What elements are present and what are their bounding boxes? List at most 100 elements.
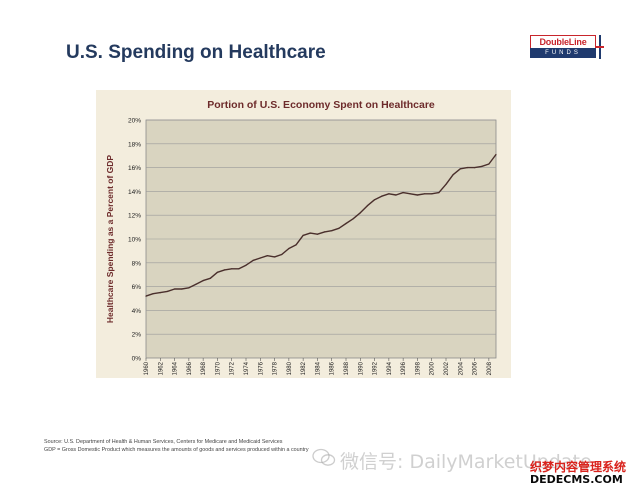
data-point [238, 268, 240, 270]
x-tick-label: 2006 [473, 361, 479, 375]
data-point [259, 257, 261, 259]
data-point [445, 183, 447, 185]
data-point [266, 255, 268, 257]
data-point [431, 193, 433, 195]
logo-wordmark: DoubleLine [530, 35, 596, 49]
x-tick-label: 1986 [330, 361, 336, 375]
chart-title: Portion of U.S. Economy Spent on Healthc… [207, 99, 435, 111]
y-tick-label: 10% [128, 237, 141, 244]
data-point [281, 253, 283, 256]
y-tick-label: 20% [128, 118, 141, 125]
x-tick-label: 1966 [187, 361, 193, 375]
x-tick-label: 1962 [158, 361, 164, 375]
data-point [331, 230, 333, 232]
y-tick-label: 18% [128, 141, 141, 148]
wechat-watermark: 微信号: DailyMarketUpdate [340, 451, 592, 473]
x-tick-label: 2004 [458, 361, 464, 375]
data-point [424, 193, 426, 195]
x-tick-label: 1964 [173, 361, 179, 375]
badge-line1: 织梦内容管理系统 [530, 460, 627, 474]
x-tick-label: 1996 [401, 361, 407, 375]
y-tick-label: 14% [128, 189, 141, 196]
x-tick-label: 1998 [415, 361, 421, 375]
chart-panel: 0% 2% 4% 6% 8% 10% 12% 14% 16% 18% 20% 1960 1962 1964… [96, 90, 511, 378]
data-point [359, 212, 361, 214]
data-point [409, 193, 411, 195]
x-tick-label: 2000 [430, 361, 436, 375]
wechat-icon [312, 448, 336, 466]
data-point [202, 280, 204, 282]
data-point [459, 168, 461, 170]
data-point [309, 232, 311, 234]
data-point [252, 259, 254, 261]
corner-badge: 织梦内容管理系统 DEDECMS.COM [530, 458, 634, 488]
healthcare-line-chart: 0% 2% 4% 6% 8% 10% 12% 14% 16% 18% 20% 1960 1962 1964… [105, 99, 497, 375]
x-tick-label: 1992 [373, 361, 379, 375]
data-point [145, 295, 147, 297]
logo-cross-icon [596, 35, 604, 59]
x-tick-label: 1978 [273, 361, 279, 375]
data-point [374, 199, 376, 201]
x-tick-label: 1970 [215, 361, 221, 375]
data-point [288, 247, 290, 250]
gdp-footnote: GDP = Gross Domestic Product which measu… [44, 447, 309, 453]
data-point [474, 167, 476, 169]
data-point [274, 256, 276, 258]
x-tick-label: 1994 [387, 361, 393, 375]
data-point [388, 193, 390, 195]
data-point [224, 269, 226, 271]
data-point [316, 233, 318, 235]
data-point [438, 192, 440, 194]
doubleline-logo: DoubleLine FUNDS [530, 35, 604, 59]
x-tick-label: 2008 [487, 361, 493, 375]
y-tick-label: 16% [128, 165, 141, 172]
data-point [345, 222, 347, 225]
data-point [152, 293, 154, 295]
data-point [295, 244, 297, 246]
badge-line2: DEDECMS.COM [530, 473, 623, 486]
source-footnote: Source: U.S. Department of Health & Huma… [44, 439, 283, 445]
data-point [416, 194, 418, 196]
data-point [245, 264, 247, 266]
x-tick-label: 2002 [444, 361, 450, 375]
data-point [402, 192, 404, 194]
x-tick-label: 1984 [315, 361, 321, 375]
y-axis-label: Healthcare Spending as a Percent of GDP [105, 155, 115, 323]
data-point [452, 174, 454, 176]
x-tick-label: 1974 [244, 361, 250, 375]
slide-title: U.S. Spending on Healthcare [66, 42, 326, 63]
data-point [488, 163, 490, 165]
data-point [338, 227, 340, 229]
data-point [231, 268, 233, 270]
data-point [324, 231, 326, 233]
data-point [216, 271, 218, 273]
y-tick-label: 4% [132, 308, 142, 315]
x-tick-label: 1972 [230, 361, 236, 375]
data-point [352, 218, 354, 220]
data-point [174, 288, 176, 290]
data-point [195, 283, 197, 285]
data-point [159, 292, 161, 294]
x-tick-label: 1960 [144, 361, 150, 375]
x-tick-label: 1990 [358, 361, 364, 375]
x-tick-label: 1988 [344, 361, 350, 375]
data-point [302, 234, 304, 236]
data-point [395, 194, 397, 196]
y-tick-label: 2% [132, 332, 142, 339]
data-point [366, 205, 368, 207]
data-point [188, 287, 190, 289]
data-point [466, 167, 468, 169]
x-tick-label: 1980 [287, 361, 293, 375]
x-tick-label: 1982 [301, 361, 307, 375]
data-point [495, 153, 497, 156]
y-tick-label: 12% [128, 213, 141, 220]
y-tick-label: 0% [132, 356, 142, 363]
x-tick-label: 1968 [201, 361, 207, 375]
data-point [166, 290, 168, 292]
series-line [145, 154, 497, 297]
y-tick-label: 8% [132, 260, 142, 267]
data-point [181, 288, 183, 290]
data-point [209, 277, 211, 279]
x-tick-label: 1976 [258, 361, 264, 375]
logo-subtext: FUNDS [530, 48, 596, 58]
